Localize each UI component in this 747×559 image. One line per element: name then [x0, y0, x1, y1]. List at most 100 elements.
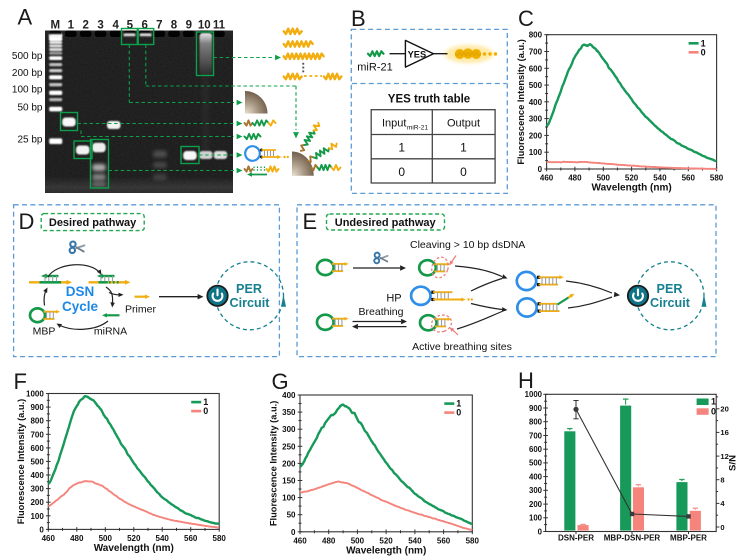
svg-text:Fluorescence Intensity (a.u.): Fluorescence Intensity (a.u.)	[269, 401, 279, 527]
svg-text:D: D	[19, 209, 35, 234]
svg-text:5: 5	[127, 20, 134, 32]
svg-text:300: 300	[529, 115, 543, 124]
svg-text:560: 560	[682, 174, 696, 183]
svg-text:Cycle: Cycle	[62, 299, 99, 314]
svg-text:200: 200	[529, 500, 543, 509]
svg-text:Wavelength (nm): Wavelength (nm)	[592, 183, 672, 194]
svg-text:10: 10	[198, 20, 211, 32]
svg-text:50 bp: 50 bp	[17, 103, 42, 114]
svg-text:Primer: Primer	[125, 303, 156, 315]
svg-text:460: 460	[42, 534, 56, 543]
svg-text:350: 350	[282, 408, 296, 417]
svg-text:PER: PER	[657, 282, 683, 296]
svg-text:480: 480	[568, 174, 582, 183]
svg-text:460: 460	[540, 174, 554, 183]
svg-text:Fluorescence Intensity (a.u.): Fluorescence Intensity (a.u.)	[16, 399, 26, 525]
svg-text:100: 100	[30, 512, 44, 521]
svg-text:Desired pathway: Desired pathway	[49, 217, 137, 229]
svg-text:25 bp: 25 bp	[17, 135, 42, 146]
svg-text:8: 8	[720, 476, 724, 485]
svg-text:C: C	[518, 6, 534, 31]
svg-text:480: 480	[322, 536, 336, 545]
svg-text:1: 1	[701, 38, 706, 48]
svg-text:520: 520	[625, 174, 639, 183]
svg-text:0: 0	[203, 406, 208, 416]
svg-text:MBP: MBP	[33, 325, 56, 337]
svg-text:800: 800	[529, 418, 543, 427]
svg-text:900: 900	[529, 404, 543, 413]
svg-text:YES truth table: YES truth table	[388, 94, 470, 106]
svg-text:480: 480	[70, 534, 84, 543]
svg-text:A: A	[18, 5, 33, 30]
svg-text:400: 400	[529, 98, 543, 107]
svg-text:200: 200	[282, 459, 296, 468]
svg-text:12: 12	[720, 452, 728, 461]
svg-text:0: 0	[538, 165, 543, 174]
svg-text:Circuit: Circuit	[230, 296, 271, 310]
svg-text:580: 580	[710, 174, 724, 183]
svg-text:0: 0	[720, 523, 724, 532]
svg-text:560: 560	[437, 536, 451, 545]
svg-text:DSN: DSN	[66, 284, 95, 299]
svg-text:500: 500	[597, 174, 611, 183]
svg-text:800: 800	[30, 417, 44, 426]
svg-text:520: 520	[379, 536, 393, 545]
svg-text:0: 0	[398, 165, 405, 179]
svg-text:Active breathing sites: Active breathing sites	[412, 341, 512, 353]
svg-text:540: 540	[156, 534, 170, 543]
svg-text:16: 16	[720, 428, 728, 437]
svg-text:Output: Output	[447, 118, 480, 130]
svg-text:200: 200	[529, 131, 543, 140]
svg-text:1: 1	[398, 141, 405, 155]
svg-text:460: 460	[293, 536, 307, 545]
svg-text:500: 500	[529, 81, 543, 90]
svg-text:250: 250	[282, 442, 296, 451]
svg-text:11: 11	[213, 20, 226, 32]
svg-text:H: H	[518, 368, 534, 393]
svg-text:miR-21: miR-21	[357, 62, 392, 74]
svg-text:700: 700	[529, 48, 543, 57]
svg-text:Wavelength (nm): Wavelength (nm)	[94, 543, 174, 554]
svg-text:200: 200	[30, 498, 44, 507]
svg-text:1: 1	[68, 20, 75, 32]
svg-text:4: 4	[112, 20, 119, 32]
svg-text:700: 700	[30, 430, 44, 439]
svg-text:HP: HP	[386, 292, 401, 304]
svg-text:500: 500	[351, 536, 365, 545]
svg-text:0: 0	[456, 408, 461, 418]
svg-text:1: 1	[711, 397, 716, 407]
svg-text:1: 1	[460, 141, 467, 155]
svg-text:0: 0	[460, 165, 467, 179]
svg-text:300: 300	[282, 425, 296, 434]
svg-text:200 bp: 200 bp	[12, 68, 43, 79]
svg-text:S/N: S/N	[728, 455, 739, 471]
svg-text:MBP-DSN-PER: MBP-DSN-PER	[604, 533, 661, 542]
svg-text:560: 560	[184, 534, 198, 543]
svg-text:580: 580	[213, 534, 227, 543]
svg-text:miR-21: miR-21	[407, 125, 428, 132]
svg-text:600: 600	[529, 64, 543, 73]
svg-text:4: 4	[720, 499, 725, 508]
svg-text:0: 0	[711, 406, 716, 416]
svg-text:Circuit: Circuit	[650, 296, 691, 310]
svg-text:100 bp: 100 bp	[12, 85, 43, 96]
svg-text:miRNA: miRNA	[94, 325, 127, 337]
svg-text:7: 7	[156, 20, 162, 32]
svg-text:50: 50	[287, 511, 296, 520]
svg-text:900: 900	[30, 403, 44, 412]
svg-text:100: 100	[529, 514, 543, 523]
svg-text:500: 500	[99, 534, 113, 543]
svg-text:400: 400	[30, 471, 44, 480]
svg-text:2: 2	[82, 20, 88, 32]
svg-text:520: 520	[127, 534, 141, 543]
svg-text:YES: YES	[408, 49, 427, 59]
svg-text:400: 400	[282, 391, 296, 400]
svg-text:3: 3	[97, 20, 103, 32]
svg-text:800: 800	[529, 31, 543, 40]
svg-text:Input: Input	[382, 118, 406, 130]
svg-text:DSN-PER: DSN-PER	[558, 533, 594, 542]
svg-text:20: 20	[720, 405, 728, 414]
svg-text:1: 1	[203, 397, 208, 407]
svg-text:540: 540	[653, 174, 667, 183]
svg-text:6: 6	[141, 20, 147, 32]
